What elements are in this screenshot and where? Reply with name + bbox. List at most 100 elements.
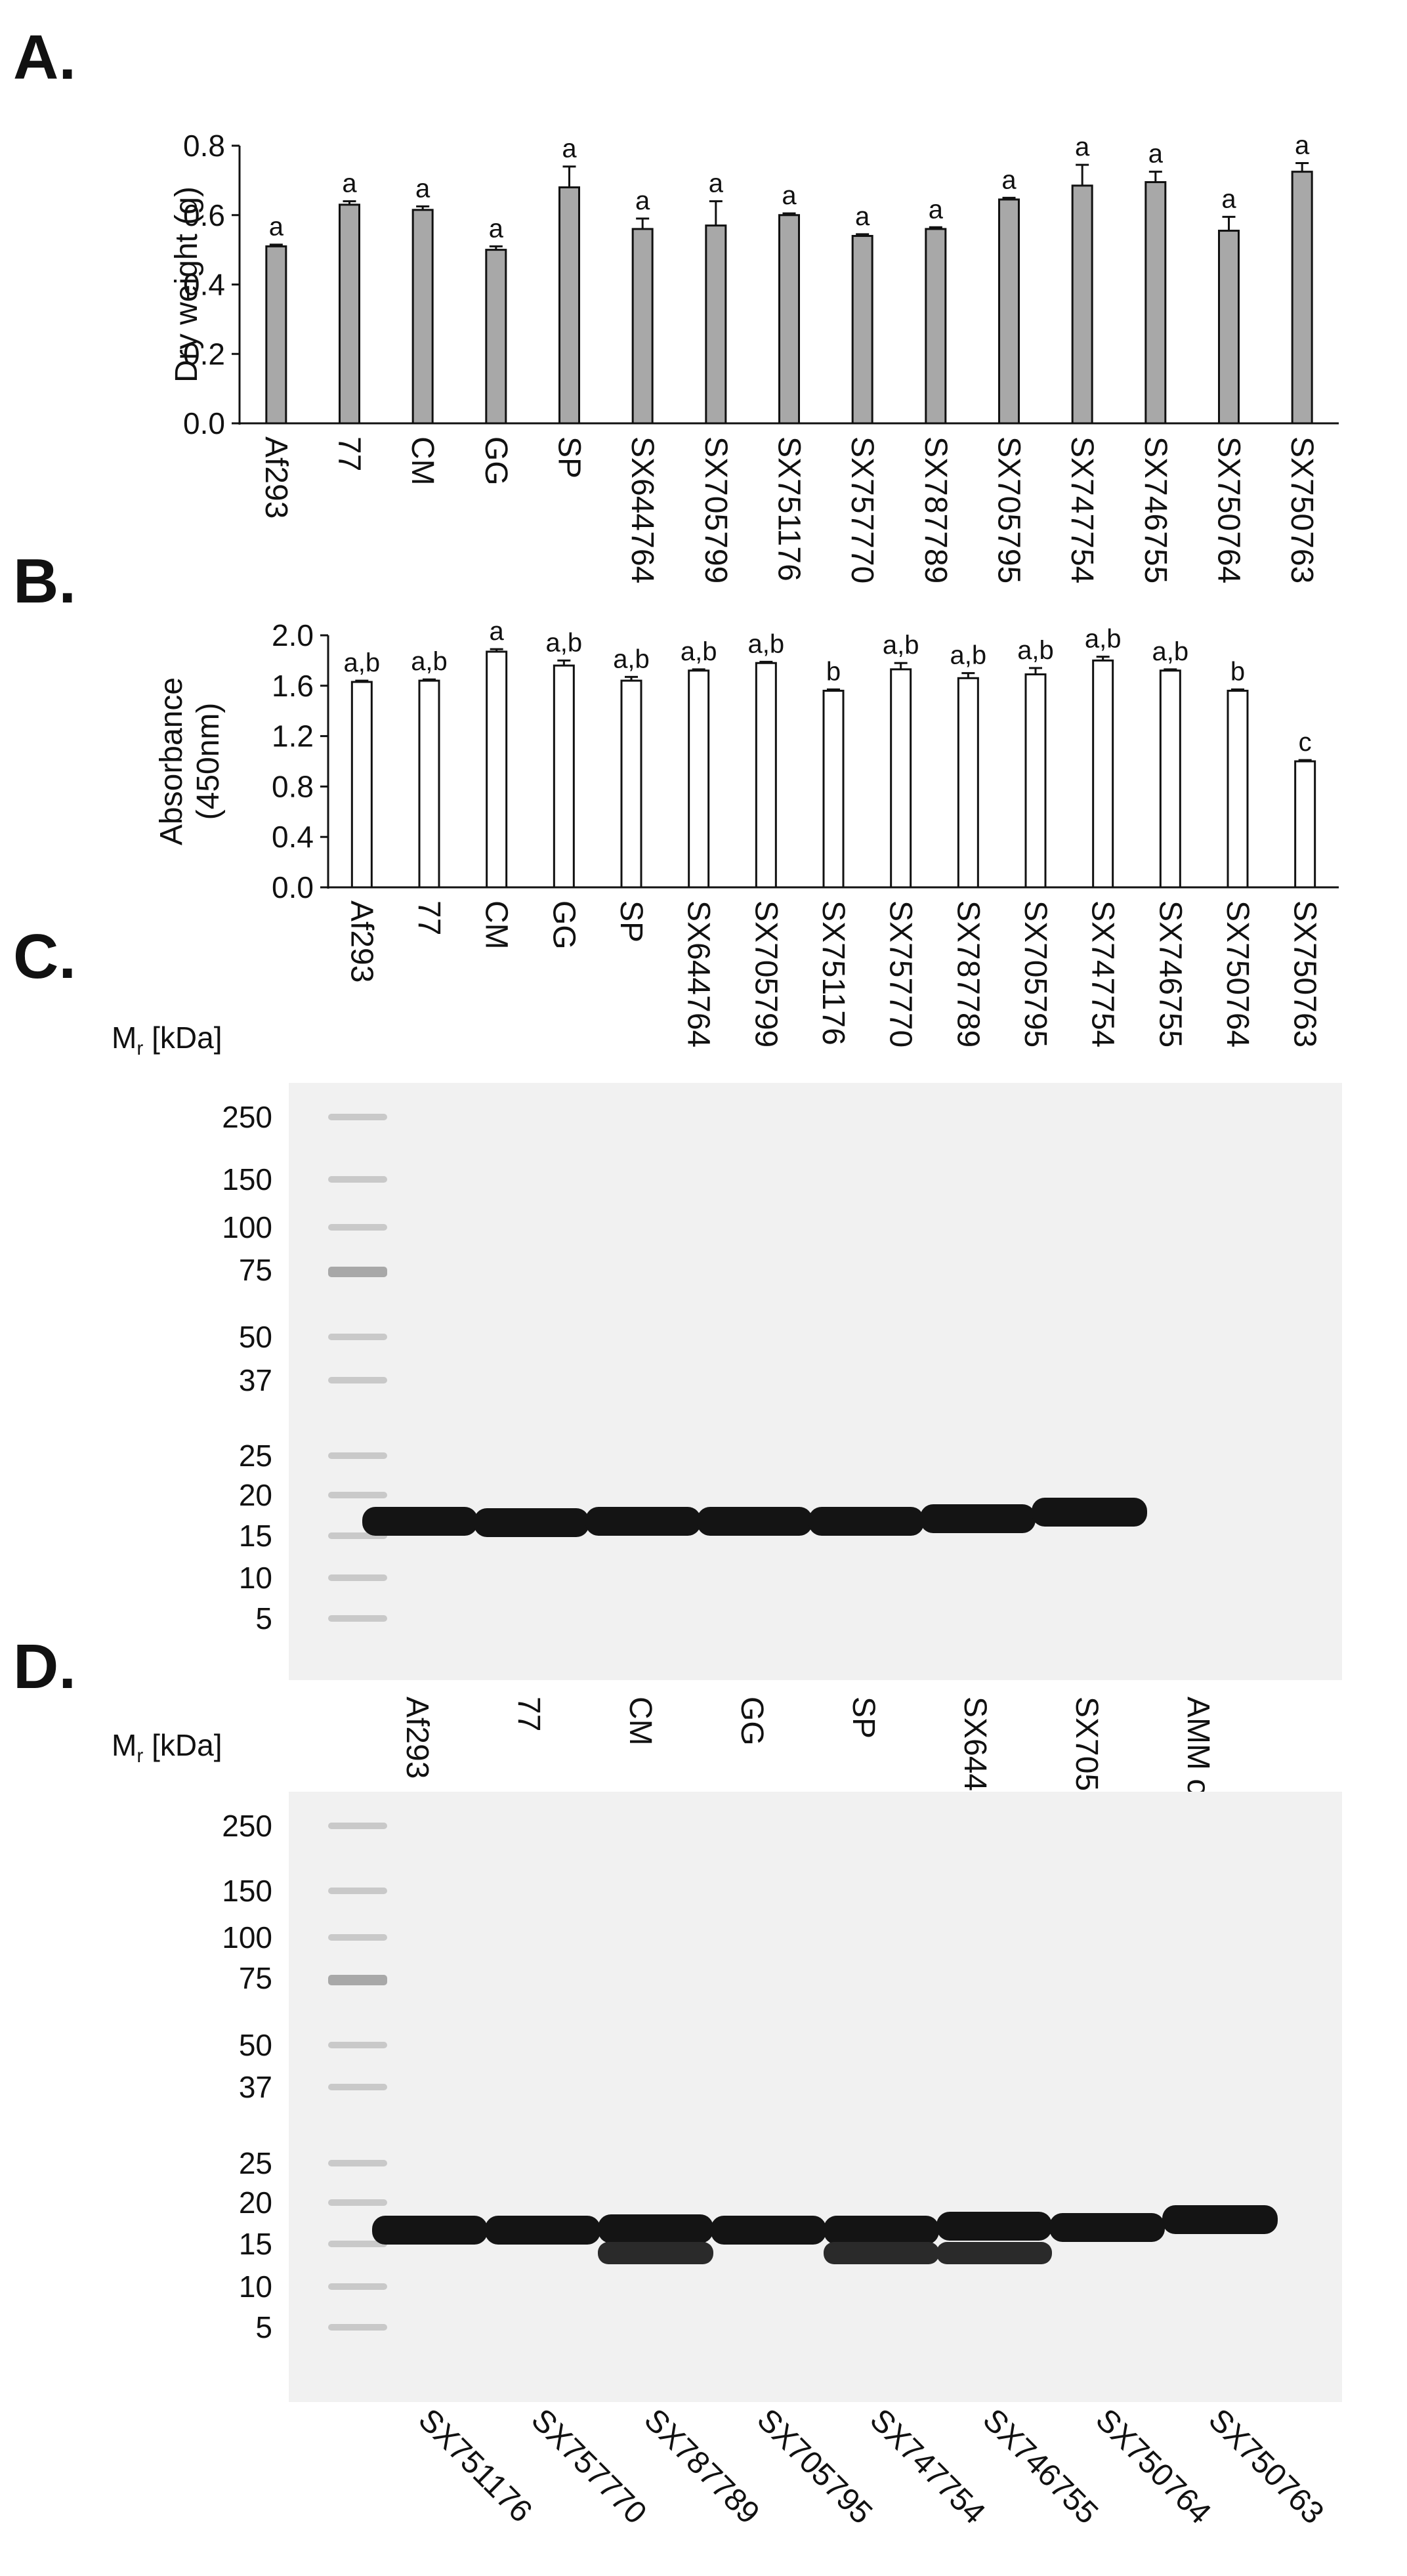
marker-label: 75 (239, 1961, 272, 1995)
significance-letter: a (269, 213, 284, 242)
marker-label: 150 (222, 1162, 272, 1196)
x-tick-label: SX746755 (1152, 900, 1187, 1047)
x-tick-label: SX747754 (1085, 900, 1120, 1047)
x-tick-label: Af293 (259, 436, 293, 518)
protein-band (1162, 2205, 1278, 2234)
x-tick-label: SX787789 (918, 436, 953, 583)
significance-letter: a,b (1152, 637, 1189, 666)
bar (411, 209, 434, 425)
y-tick-label: 1.2 (272, 719, 314, 753)
significance-letter: a,b (883, 631, 919, 660)
panel-d-label: D. (13, 1632, 76, 1702)
y-tick-label: 0.0 (183, 406, 225, 440)
ladder-band (328, 1114, 387, 1120)
marker-label: 20 (239, 2185, 272, 2220)
marker-label: 10 (239, 1561, 272, 1595)
protein-band (808, 1507, 924, 1536)
significance-letter: a (929, 195, 944, 224)
significance-letter: a (489, 214, 504, 243)
protein-band (474, 1508, 589, 1537)
lane-label: SP (846, 1697, 881, 1739)
lane-label: CM (623, 1697, 658, 1746)
bar (778, 214, 800, 425)
x-tick-label: SX750763 (1288, 900, 1322, 1047)
protein-band (824, 2216, 939, 2245)
ladder-band (328, 1823, 387, 1829)
x-tick-label: SP (552, 436, 587, 478)
y-tick-label: 0.6 (183, 198, 225, 232)
x-tick-label: SX751176 (772, 436, 807, 581)
x-tick-label: SX750764 (1220, 900, 1255, 1047)
x-tick-label: GG (546, 900, 581, 950)
x-tick-label: SX751176 (816, 900, 850, 1045)
protein-band (585, 1507, 701, 1536)
x-tick-label: CM (405, 436, 440, 486)
protein-band-lower (824, 2242, 939, 2264)
panel-a-label: A. (13, 22, 76, 93)
x-tick-label: 77 (332, 436, 367, 471)
significance-letter: b (826, 658, 841, 686)
x-tick-label: Af293 (344, 900, 379, 982)
bar (1291, 171, 1313, 425)
bar (755, 662, 777, 889)
protein-band (372, 2216, 488, 2245)
x-tick-label: SX705795 (992, 436, 1026, 583)
lane-label: SX750764 (1089, 2402, 1217, 2531)
y-tick-label: 0.0 (272, 870, 314, 904)
lane-label: Af293 (400, 1697, 434, 1779)
y-tick-label: 0.8 (272, 769, 314, 803)
y-tick-label: 0.4 (183, 268, 225, 302)
x-tick-label: SX757770 (845, 436, 879, 583)
marker-label: 15 (239, 1519, 272, 1553)
bar (486, 650, 508, 889)
mr-sub: r (136, 1038, 144, 1060)
ladder-band (328, 2324, 387, 2331)
x-tick-label: SX746755 (1138, 436, 1173, 583)
ladder-band (328, 2241, 387, 2247)
protein-band-lower (598, 2242, 713, 2264)
marker-label: 37 (239, 2070, 272, 2104)
significance-letter: a,b (1085, 625, 1122, 654)
mr-label-c: Mr [kDa] (112, 1023, 222, 1059)
significance-letter: a (855, 202, 870, 231)
lane-label: SX747754 (863, 2402, 992, 2531)
ladder-band (328, 1267, 387, 1277)
mr-label-d: Mr [kDa] (112, 1730, 222, 1766)
lane-label: SX751176 (411, 2402, 538, 2529)
x-tick-label: SX750764 (1211, 436, 1246, 583)
marker-label: 250 (222, 1809, 272, 1843)
bar (851, 234, 873, 425)
ladder-band (328, 1334, 387, 1340)
ladder-band (328, 1452, 387, 1459)
bar (485, 249, 507, 425)
marker-label: 10 (239, 2270, 272, 2304)
significance-letter: a,b (546, 628, 583, 657)
significance-letter: a (782, 181, 797, 210)
x-tick-label: SX747754 (1064, 436, 1099, 583)
marker-label: 50 (239, 1320, 272, 1354)
marker-label: 100 (222, 1920, 272, 1954)
lane-label: GG (734, 1697, 769, 1746)
y-tick-label: 2.0 (272, 618, 314, 652)
x-tick-label: SX644764 (681, 900, 716, 1047)
ladder-band (328, 2084, 387, 2090)
significance-letter: a,b (681, 637, 717, 666)
y-tick-label: 0.2 (183, 337, 225, 371)
x-tick-label: SX705799 (698, 436, 733, 583)
significance-letter: a (1148, 140, 1164, 169)
significance-letter: a (1075, 133, 1090, 161)
significance-letter: a,b (1017, 636, 1054, 665)
marker-label: 5 (255, 1601, 272, 1636)
ladder-band (328, 1377, 387, 1383)
bar (998, 198, 1020, 425)
x-tick-label: CM (479, 900, 514, 950)
lane-label: 77 (511, 1697, 546, 1731)
significance-letter: a (342, 169, 357, 198)
ladder-band (328, 2042, 387, 2048)
membrane (289, 1792, 1342, 2402)
panel-b-label: B. (13, 546, 76, 616)
protein-band (598, 2214, 713, 2243)
bar (620, 679, 642, 889)
